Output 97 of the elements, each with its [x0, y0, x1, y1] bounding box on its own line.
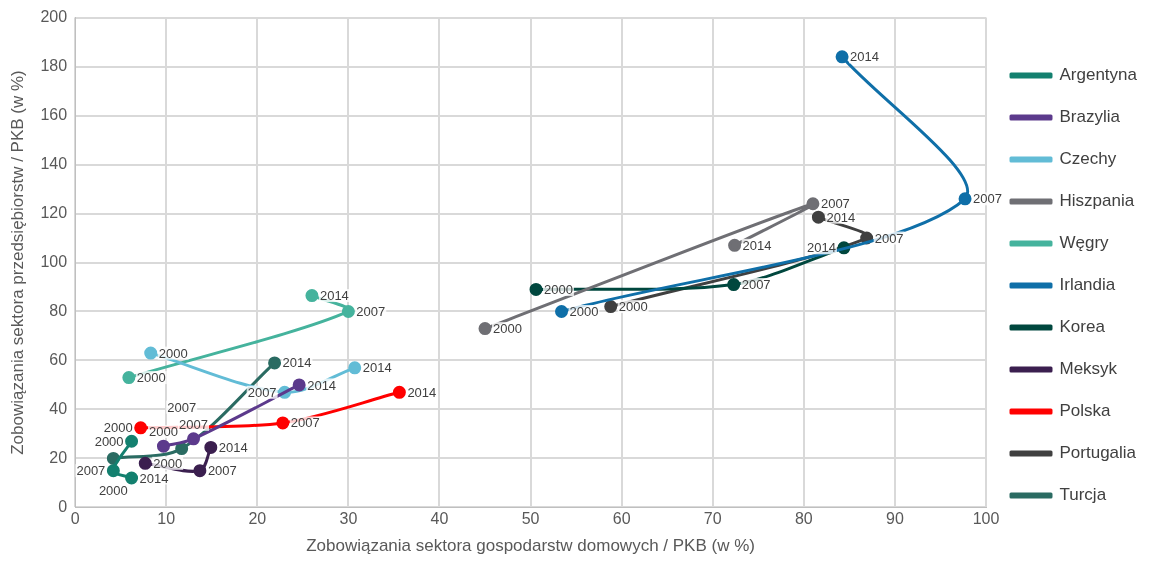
- annotation: 2014: [806, 240, 836, 256]
- annotation: 2014: [139, 470, 169, 486]
- annotation: 2000: [148, 424, 178, 440]
- legend-label: Polska: [1059, 401, 1112, 421]
- annotation: 2007: [247, 384, 277, 400]
- x-tick-label: 30: [339, 510, 358, 528]
- x-tick-label: 20: [248, 510, 267, 528]
- annotation: 2014: [407, 384, 437, 400]
- point: [156, 439, 170, 453]
- y-tick-label: 80: [49, 301, 68, 319]
- annotation: 2007: [167, 399, 197, 415]
- y-tick-label: 140: [40, 154, 68, 172]
- point: [187, 432, 201, 446]
- point: [811, 210, 825, 224]
- point: [478, 322, 492, 336]
- annotation: 2000: [493, 321, 522, 337]
- point: [529, 282, 543, 296]
- annotation: 2000: [618, 299, 648, 315]
- point: [125, 434, 139, 448]
- x-tick-label: 50: [521, 510, 540, 528]
- x-tick-label: 0: [70, 510, 80, 528]
- point: [348, 361, 362, 375]
- point: [175, 442, 189, 456]
- annotation: 2014: [742, 237, 772, 253]
- annotation: 2014: [307, 377, 337, 393]
- point: [392, 385, 406, 399]
- annotation: 2007: [356, 304, 386, 320]
- annotation: 2007: [76, 463, 106, 479]
- point: [555, 304, 569, 318]
- annotation: 2007: [179, 416, 208, 432]
- annotation: 2007: [973, 191, 1002, 207]
- annotation: 2014: [282, 355, 312, 371]
- annotation: 2014: [826, 209, 856, 225]
- legend-label: Argentyna: [1059, 65, 1138, 85]
- point: [122, 371, 136, 385]
- annotation: 2007: [874, 230, 904, 246]
- y-tick-label: 100: [40, 252, 68, 270]
- point: [292, 378, 306, 392]
- annotation: 2007: [820, 196, 850, 212]
- y-axis-title: Zobowiązania sektora przedsiębiorstw / PKB (w %): [7, 70, 27, 455]
- annotation: 2014: [218, 439, 248, 455]
- annotation: 2007: [741, 277, 771, 293]
- annotation: 2014: [850, 49, 879, 65]
- point: [138, 456, 152, 470]
- annotation: 2000: [103, 420, 133, 436]
- annotation: 2014: [319, 288, 349, 304]
- point: [806, 197, 820, 211]
- annotation: 2000: [136, 370, 166, 386]
- y-tick-label: 20: [49, 448, 68, 466]
- point: [341, 304, 355, 318]
- y-tick-label: 200: [40, 8, 68, 26]
- point: [305, 289, 319, 303]
- x-tick-label: 90: [886, 510, 904, 528]
- annotation: 2000: [158, 345, 188, 361]
- annotation: 2000: [569, 304, 599, 320]
- point: [268, 356, 282, 370]
- y-tick-label: 60: [49, 350, 68, 368]
- legend-label: Meksyk: [1059, 359, 1118, 379]
- legend-label: Irlandia: [1059, 275, 1116, 295]
- annotation: 2000: [544, 282, 573, 298]
- y-tick-label: 0: [58, 497, 68, 515]
- point: [125, 471, 139, 485]
- legend-label: Brazylia: [1059, 107, 1121, 127]
- point: [144, 346, 158, 360]
- annotation: 2007: [207, 463, 237, 479]
- point: [204, 440, 218, 454]
- legend-label: Czechy: [1059, 149, 1117, 169]
- x-tick-label: 80: [794, 510, 813, 528]
- annotation: 2000: [98, 483, 128, 499]
- x-axis-title: Zobowiązania sektora gospodarstw domowych / PKB (w %): [306, 536, 755, 556]
- y-tick-label: 180: [40, 56, 68, 74]
- legend-label: Korea: [1059, 317, 1106, 337]
- annotation: 2007: [290, 415, 320, 431]
- legend-label: Turcja: [1059, 485, 1107, 505]
- annotation: 2000: [153, 455, 183, 471]
- point: [276, 416, 290, 430]
- x-tick-label: 60: [612, 510, 631, 528]
- legend-label: Węgry: [1059, 233, 1110, 253]
- point: [727, 278, 741, 292]
- point: [835, 50, 849, 64]
- legend-label: Portugalia: [1059, 443, 1137, 463]
- y-tick-label: 120: [40, 203, 68, 221]
- point: [958, 192, 972, 206]
- annotation: 2014: [362, 360, 392, 376]
- point: [193, 464, 207, 478]
- y-tick-label: 160: [40, 105, 68, 123]
- y-tick-label: 40: [49, 399, 68, 417]
- point: [604, 300, 618, 314]
- annotation: 2000: [94, 433, 124, 449]
- point: [106, 464, 120, 478]
- point: [134, 421, 148, 435]
- x-tick-label: 40: [430, 510, 449, 528]
- point: [728, 238, 742, 252]
- x-tick-label: 100: [972, 510, 1000, 528]
- x-tick-label: 70: [703, 510, 722, 528]
- legend-label: Hiszpania: [1059, 191, 1135, 211]
- x-tick-label: 10: [157, 510, 176, 528]
